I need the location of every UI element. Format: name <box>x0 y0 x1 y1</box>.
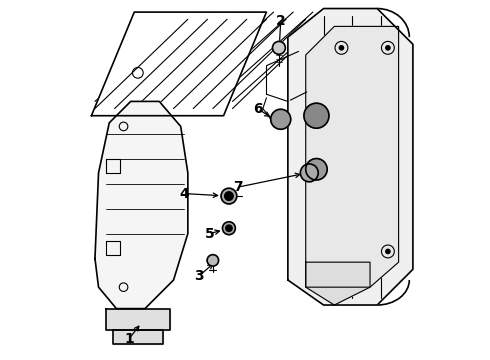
Text: 4: 4 <box>179 186 189 201</box>
Polygon shape <box>288 9 413 305</box>
Polygon shape <box>306 262 370 305</box>
Circle shape <box>300 164 318 182</box>
Circle shape <box>207 255 219 266</box>
Polygon shape <box>92 12 267 116</box>
Text: 1: 1 <box>124 332 134 346</box>
Circle shape <box>270 109 291 129</box>
Polygon shape <box>113 330 163 344</box>
Circle shape <box>221 188 237 204</box>
Circle shape <box>222 222 235 235</box>
Circle shape <box>306 158 327 180</box>
Polygon shape <box>95 102 188 309</box>
Circle shape <box>339 45 344 51</box>
Polygon shape <box>106 309 170 330</box>
Circle shape <box>226 225 232 231</box>
Text: 3: 3 <box>194 269 203 283</box>
Text: 6: 6 <box>253 102 262 116</box>
Circle shape <box>385 249 391 254</box>
Text: 7: 7 <box>233 180 243 194</box>
Polygon shape <box>306 26 398 287</box>
Circle shape <box>385 45 391 51</box>
Circle shape <box>304 103 329 128</box>
Circle shape <box>224 192 233 201</box>
Text: 2: 2 <box>276 14 286 28</box>
Text: 5: 5 <box>204 226 214 240</box>
Circle shape <box>272 41 285 54</box>
